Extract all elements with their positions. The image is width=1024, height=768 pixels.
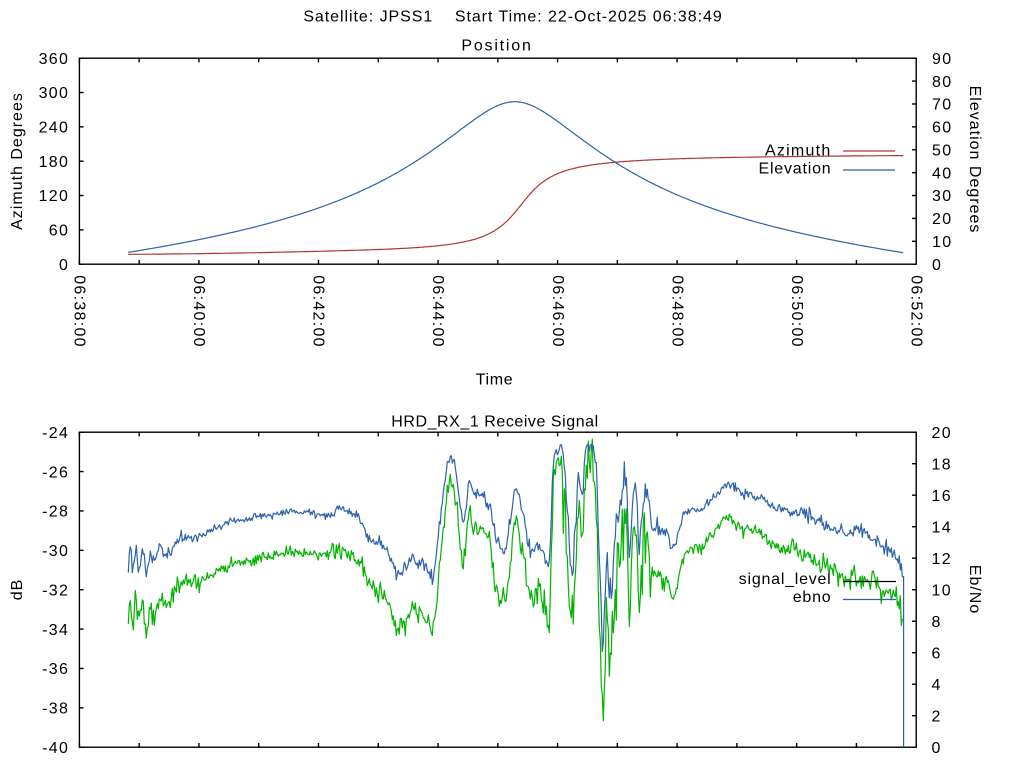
svg-text:HRD_RX_1 Receive Signal: HRD_RX_1 Receive Signal xyxy=(391,414,598,431)
svg-text:-34: -34 xyxy=(42,622,69,639)
svg-text:-30: -30 xyxy=(42,543,69,560)
svg-text:0: 0 xyxy=(59,257,69,274)
svg-text:240: 240 xyxy=(39,120,70,137)
svg-text:8: 8 xyxy=(932,614,942,631)
svg-text:14: 14 xyxy=(932,519,952,536)
svg-text:0: 0 xyxy=(932,740,942,757)
svg-text:6: 6 xyxy=(932,645,942,662)
svg-text:-36: -36 xyxy=(42,661,69,678)
svg-text:-26: -26 xyxy=(42,464,69,481)
svg-text:Time: Time xyxy=(476,372,514,389)
svg-text:ebno: ebno xyxy=(793,589,832,606)
svg-text:-40: -40 xyxy=(42,740,69,757)
svg-text:70: 70 xyxy=(932,97,952,114)
svg-text:18: 18 xyxy=(932,456,952,473)
svg-text:-38: -38 xyxy=(42,701,69,718)
svg-text:06:44:00: 06:44:00 xyxy=(429,275,446,348)
svg-text:Position: Position xyxy=(461,38,532,55)
svg-text:300: 300 xyxy=(39,85,70,102)
svg-text:Satellite: JPSS1 Start Time: Satellite: JPSS1 Start Time: 22-Oct-2025… xyxy=(303,9,722,26)
svg-text:-28: -28 xyxy=(42,504,69,521)
svg-text:10: 10 xyxy=(932,234,952,251)
svg-text:Elevation: Elevation xyxy=(758,161,831,178)
svg-text:-24: -24 xyxy=(42,425,69,442)
svg-text:120: 120 xyxy=(39,188,70,205)
svg-text:180: 180 xyxy=(39,154,70,171)
svg-text:20: 20 xyxy=(932,211,952,228)
svg-text:06:50:00: 06:50:00 xyxy=(788,275,805,348)
svg-text:10: 10 xyxy=(932,582,952,599)
svg-text:60: 60 xyxy=(932,120,952,137)
svg-text:2: 2 xyxy=(932,708,942,725)
svg-text:Elevation Degrees: Elevation Degrees xyxy=(966,86,983,234)
svg-text:dB: dB xyxy=(9,579,26,601)
svg-text:90: 90 xyxy=(932,51,952,68)
svg-text:12: 12 xyxy=(932,551,952,568)
svg-text:06:46:00: 06:46:00 xyxy=(549,275,566,348)
svg-text:4: 4 xyxy=(932,677,942,694)
svg-text:30: 30 xyxy=(932,188,952,205)
svg-text:40: 40 xyxy=(932,165,952,182)
svg-text:50: 50 xyxy=(932,143,952,160)
svg-text:06:48:00: 06:48:00 xyxy=(668,275,685,348)
svg-text:Eb/No: Eb/No xyxy=(966,565,983,614)
svg-text:60: 60 xyxy=(49,223,69,240)
svg-text:16: 16 xyxy=(932,488,952,505)
svg-text:0: 0 xyxy=(932,257,942,274)
svg-text:06:42:00: 06:42:00 xyxy=(310,275,327,348)
svg-text:06:52:00: 06:52:00 xyxy=(907,275,924,348)
svg-text:-32: -32 xyxy=(42,582,69,599)
svg-text:signal_level: signal_level xyxy=(739,571,832,588)
svg-text:80: 80 xyxy=(932,74,952,91)
svg-text:Azimuth: Azimuth xyxy=(765,143,832,160)
svg-text:Azimuth Degrees: Azimuth Degrees xyxy=(9,92,26,230)
svg-text:06:38:00: 06:38:00 xyxy=(71,275,88,348)
svg-text:20: 20 xyxy=(932,425,952,442)
svg-text:06:40:00: 06:40:00 xyxy=(190,275,207,348)
svg-text:360: 360 xyxy=(39,51,70,68)
